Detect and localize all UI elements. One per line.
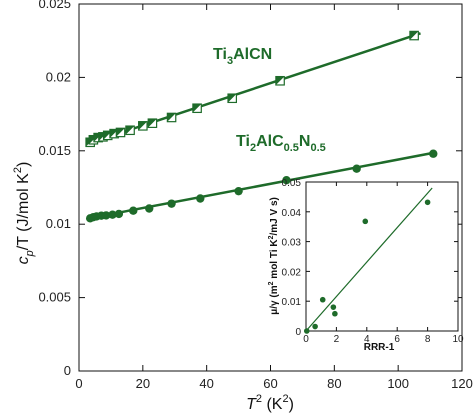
main-data-point-circle — [352, 164, 361, 173]
annotation-ti2alcn: Ti2AlC0.5N0.5 — [236, 133, 326, 154]
main-x-tick-label: 0 — [75, 376, 82, 391]
main-plot: 0 20 40 60 80 100 12000.0050.010.0150.020.025 … — [12, 0, 473, 413]
inset-x-axis-label: RRR-1 — [364, 342, 395, 353]
main-data-point-circle — [145, 204, 154, 213]
main-data-point-square — [147, 118, 158, 129]
annotation-ti3alcn: Ti3AlCN — [213, 46, 272, 67]
inset-data-point-circle — [312, 323, 318, 330]
main-data-point-circle — [429, 149, 438, 158]
inset-data-point-circle — [332, 310, 338, 317]
y-axis-label: cp/T (J/mol K2) — [12, 162, 36, 265]
inset-data-point-circle — [319, 296, 326, 303]
main-data-point-square — [166, 112, 177, 123]
inset-data-point-circle — [362, 218, 369, 225]
inset-plot: 0 2 4 6 8 10 0 0.01 0.02 0.03 0.04 0.05 μ/γ (m2 mol… — [268, 178, 464, 353]
main-y-tick-label: 0.02 — [46, 69, 71, 84]
inset-y-tick-label: 0.01 — [282, 297, 302, 308]
main-x-tick-label: 20 — [136, 376, 150, 391]
main-data-point-square — [125, 125, 135, 136]
main-series — [85, 30, 438, 223]
main-x-tick-label: 40 — [199, 376, 213, 391]
inset-x-tick-label: 4 — [364, 334, 370, 345]
main-data-point-circle — [108, 210, 117, 219]
inset-data-point-circle — [303, 328, 310, 334]
inset-data-point-circle — [330, 304, 337, 310]
main-x-tick-label: 100 — [387, 376, 409, 391]
inset-y-axis-label: μ/γ (m2 mol Ti K2/mJ V s) — [268, 197, 280, 315]
main-data-point-circle — [129, 206, 138, 215]
inset-x-tick-label: 2 — [334, 334, 340, 345]
main-data-point-square — [275, 75, 285, 86]
main-data-point-circle — [101, 211, 111, 220]
inset-y-tick-label: 0.03 — [282, 238, 302, 249]
main-data-point-circle — [282, 175, 291, 185]
main-x-tick-label: 120 — [451, 376, 473, 391]
main-data-point-square — [192, 103, 202, 114]
inset-plot-frame — [305, 181, 459, 332]
main-y-tick-label: 0.025 — [38, 0, 71, 11]
inset-y-tick-label: 0.05 — [282, 178, 302, 189]
main-data-point-circle — [196, 194, 205, 203]
inset-x-tick-label: 10 — [452, 334, 464, 345]
inset-series — [303, 187, 433, 334]
main-data-point-square — [409, 30, 419, 41]
main-data-point-square — [227, 93, 237, 104]
inset-x-tick-label: 0 — [303, 334, 309, 345]
main-x-tick-label: 80 — [327, 376, 341, 391]
inset-y-tick-label: 0.02 — [282, 267, 302, 278]
inset-x-tick-label: 6 — [394, 334, 400, 345]
inset-y-tick-label: 0.04 — [282, 208, 302, 219]
inset-data-point-circle — [424, 199, 431, 206]
main-x-tick-label: 60 — [263, 376, 277, 391]
inset-fit-line-0 — [305, 187, 433, 332]
inset-ticks: 0 2 4 6 8 10 0 0.01 0.02 0.03 0.04 0.05 — [282, 178, 464, 345]
x-axis-label: T2 (K2) — [246, 393, 294, 413]
main-y-tick-label: 0.015 — [38, 143, 71, 158]
inset-x-tick-label: 8 — [425, 334, 431, 345]
inset-y-tick-label: 0 — [295, 327, 301, 338]
main-y-tick-label: 0 — [64, 363, 71, 378]
main-data-point-circle — [234, 186, 243, 196]
main-data-point-square — [138, 121, 148, 131]
main-data-point-circle — [167, 199, 176, 208]
main-y-tick-label: 0.01 — [46, 216, 71, 231]
inset-background — [306, 182, 458, 331]
main-y-tick-label: 0.005 — [38, 290, 71, 305]
main-data-point-square — [115, 127, 126, 138]
main-data-point-circle — [114, 209, 124, 219]
